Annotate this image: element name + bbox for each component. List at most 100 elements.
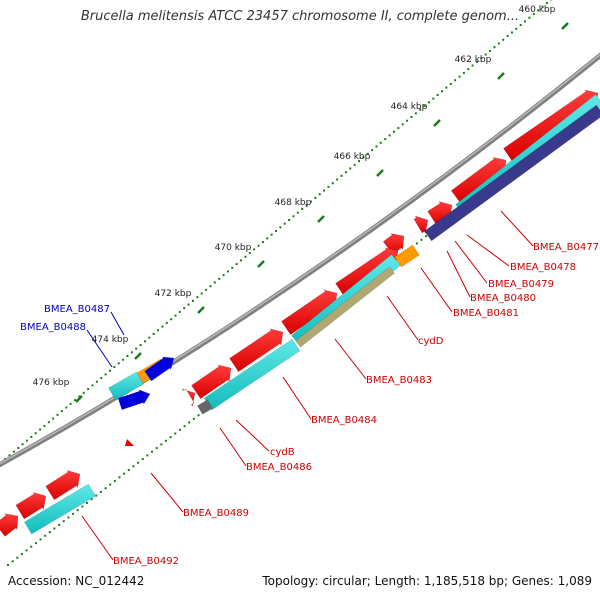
axis-dot (231, 266, 234, 269)
axis-dot (30, 435, 33, 438)
axis-dot (34, 432, 37, 435)
tick-mark (433, 119, 441, 127)
axis-dot (174, 314, 177, 317)
tick-mark (75, 395, 83, 403)
axis-dot (152, 332, 155, 335)
tick-label: 476 kbp (33, 378, 70, 388)
axis-dot (196, 296, 199, 299)
axis-dot (74, 399, 77, 402)
inner-axis-dot (99, 490, 102, 493)
inner-axis-dot (127, 469, 130, 471)
gene-callout-line (81, 515, 114, 561)
inner-axis-dot (137, 461, 140, 464)
cds-forward-block (15, 491, 47, 520)
cds-reverse-block (117, 389, 151, 411)
axis-dot (327, 185, 330, 188)
axis-dot (126, 355, 129, 358)
axis-dot (528, 16, 531, 19)
tick-mark (134, 352, 142, 360)
gene-callout-line (466, 234, 510, 267)
tick-label: 468 kbp (275, 198, 312, 208)
axis-dot (353, 163, 356, 166)
genome-summary: Topology: circular; Length: 1,185,518 bp… (262, 574, 592, 588)
axis-dot (122, 358, 125, 361)
gene-label: cydB (270, 447, 295, 458)
axis-dot (253, 248, 256, 251)
axis-dot (401, 123, 404, 126)
axis-dot (257, 244, 260, 247)
map-title: Brucella melitensis ATCC 23457 chromosom… (80, 9, 520, 24)
tick-mark (376, 169, 384, 177)
cds-forward-block (45, 469, 81, 501)
axis-dot (502, 38, 505, 41)
inner-axis-dot (113, 479, 116, 482)
inner-axis-dot (76, 509, 79, 512)
gene-label: BMEA_B0481 (453, 308, 519, 319)
gene-callout-line (110, 311, 125, 336)
gene-label: BMEA_B0483 (366, 375, 432, 386)
axis-dot (25, 439, 28, 442)
inner-axis-dot (7, 564, 9, 566)
backbone-arc (0, 52, 600, 468)
inner-axis-dot (169, 436, 172, 439)
axis-dot (467, 68, 470, 71)
axis-dot (157, 329, 160, 332)
axis-dot (161, 325, 164, 328)
axis-dot (410, 116, 413, 119)
inner-axis-dot (420, 238, 423, 241)
feature-tracks (0, 89, 600, 537)
axis-dot (375, 145, 378, 148)
blast-hit-cyan (24, 483, 96, 535)
axis-dot (423, 104, 426, 107)
axis-dot (449, 82, 452, 85)
axis-dot (130, 351, 133, 354)
axis-dot (275, 230, 277, 232)
axis-dot (510, 31, 513, 34)
gene-label: BMEA_B0479 (488, 279, 554, 290)
axis-dot (524, 20, 527, 23)
inner-axis-dot (67, 516, 70, 519)
axis-dot (301, 207, 304, 210)
axis-dot (537, 9, 540, 12)
axis-dot (191, 299, 194, 302)
axis-dot (296, 211, 299, 214)
backbone-arc-line (0, 52, 600, 468)
axis-dot (458, 75, 461, 78)
axis-dot (371, 149, 374, 152)
axis-dot (484, 53, 487, 56)
inner-axis-dot (146, 454, 149, 457)
axis-dot (95, 380, 98, 383)
axis-dot (39, 428, 42, 431)
axis-dot (69, 402, 72, 405)
inner-axis-dot (53, 527, 56, 530)
cds-forward-block (382, 232, 405, 255)
axis-dot (331, 182, 334, 185)
axis-dot (213, 281, 216, 284)
gene-label: BMEA_B0477 (533, 242, 599, 253)
axis-dot (200, 292, 203, 295)
axis-dot (52, 417, 55, 420)
inner-axis-dot (151, 450, 154, 453)
inner-axis-dot (192, 417, 195, 420)
cds-forward-small (125, 439, 134, 446)
axis-dot (240, 259, 243, 262)
inner-axis-dot (34, 542, 37, 545)
axis-dot (104, 373, 107, 376)
axis-dot (135, 347, 138, 350)
gene-callout-line (420, 267, 453, 313)
blast-hit-cyan (108, 371, 144, 401)
gene-label: cydD (418, 336, 444, 347)
inner-axis-dot (90, 498, 93, 501)
axis-dot (292, 215, 295, 218)
axis-dot (414, 112, 417, 115)
inner-axis-dot (25, 549, 28, 552)
axis-dot (427, 101, 430, 104)
blast-hit-orange (394, 244, 420, 268)
inner-axis-dot (197, 414, 200, 417)
axis-dot (187, 303, 190, 306)
axis-dot (392, 130, 395, 133)
axis-dot (340, 174, 343, 177)
inner-axis-dot (183, 425, 186, 428)
axis-dot (314, 196, 317, 199)
